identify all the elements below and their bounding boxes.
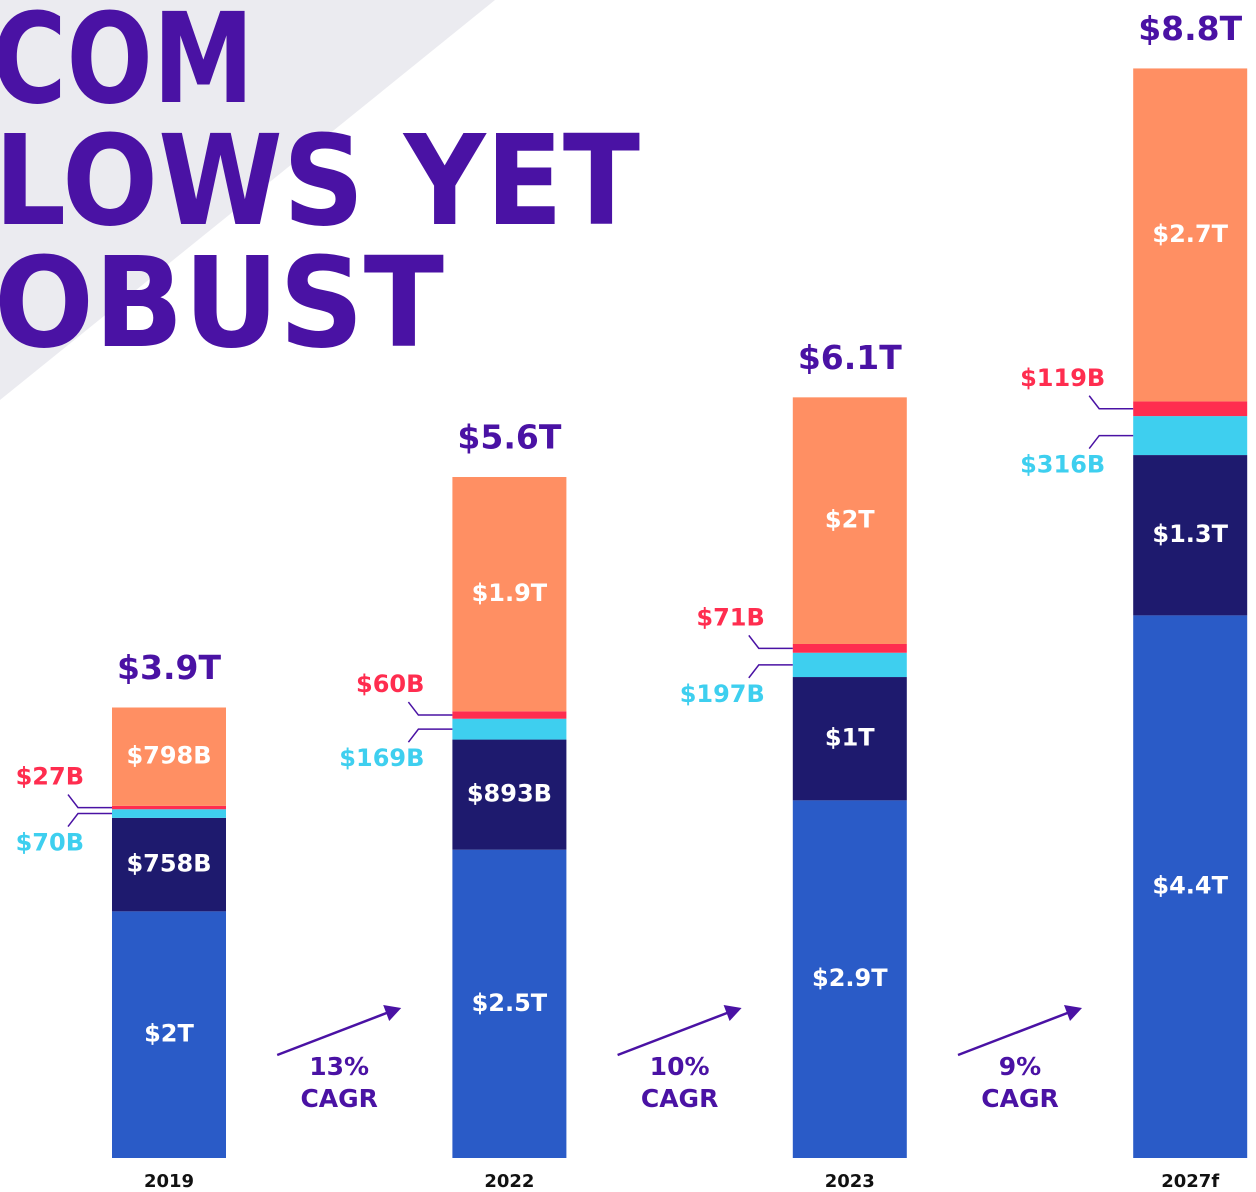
segment-label: $798B — [126, 742, 211, 770]
bar-segment — [452, 711, 567, 719]
segment-label: $70B — [16, 829, 84, 857]
x-tick-label: 2027f — [1161, 1171, 1219, 1192]
background-shape — [0, 0, 495, 400]
bar-segment — [1133, 615, 1248, 1158]
bar-segment — [452, 849, 567, 1158]
total-label: $5.6T — [457, 418, 561, 457]
segment-label: $2.7T — [1152, 220, 1228, 248]
cagr-label: 10% — [650, 1052, 710, 1081]
segment-label: $893B — [467, 780, 552, 808]
cagr-arrow — [617, 1010, 731, 1057]
bar-segment — [792, 800, 907, 1158]
bar-segment — [792, 677, 907, 801]
segment-label: $119B — [1020, 364, 1105, 392]
leader-line — [748, 664, 793, 679]
leader-line — [1088, 434, 1134, 450]
segment-label: $60B — [356, 670, 424, 698]
total-label: $3.9T — [117, 648, 221, 687]
segment-label: $71B — [696, 603, 764, 631]
segment-label: $27B — [16, 763, 84, 791]
bar-segment — [452, 739, 567, 850]
leader-line — [1088, 395, 1134, 410]
segment-label: $197B — [680, 680, 765, 708]
bar-segment — [1133, 455, 1248, 616]
bar-segment — [1133, 68, 1248, 402]
title-line: OBUST — [0, 231, 444, 376]
cagr-label: 13% — [309, 1052, 369, 1081]
cagr-label: 9% — [999, 1052, 1041, 1081]
bar-segment — [792, 643, 907, 653]
cagr-arrow — [957, 1010, 1071, 1057]
leader-line — [67, 794, 112, 809]
leader-line — [748, 634, 793, 650]
cagr-arrow-head — [723, 1005, 742, 1021]
bar-segment — [112, 805, 226, 810]
x-tick-label: 2019 — [144, 1171, 194, 1192]
cagr-label: CAGR — [300, 1084, 377, 1113]
bar-segment — [112, 707, 226, 806]
segment-label: $1T — [825, 724, 875, 752]
leader-line — [407, 701, 453, 716]
segment-label: $2T — [825, 506, 875, 534]
title-line: COM — [0, 0, 254, 132]
cagr-label: CAGR — [641, 1084, 718, 1113]
title-line: LOWS YET — [0, 109, 640, 254]
bar-segment — [452, 477, 567, 712]
cagr-arrow-head — [1064, 1005, 1082, 1021]
total-label: $6.1T — [798, 338, 902, 377]
bar-segment — [112, 817, 226, 912]
leader-line — [407, 728, 453, 743]
segment-label: $4.4T — [1152, 872, 1228, 900]
segment-label: $2.9T — [812, 964, 888, 992]
segment-label: $758B — [126, 850, 211, 878]
segment-label: $316B — [1020, 451, 1105, 479]
segment-label: $2T — [144, 1020, 194, 1048]
total-label: $8.8T — [1138, 9, 1242, 48]
cagr-arrow — [276, 1010, 390, 1057]
cagr-arrow-head — [383, 1005, 402, 1021]
x-tick-label: 2023 — [825, 1171, 875, 1192]
bar-segment — [452, 718, 567, 740]
bar-segment — [1133, 401, 1248, 417]
cagr-label: CAGR — [981, 1084, 1058, 1113]
bar-segment — [1133, 416, 1248, 456]
bar-segment — [112, 911, 226, 1158]
segment-label: $1.9T — [472, 579, 548, 607]
x-tick-label: 2022 — [484, 1171, 534, 1192]
bar-segment — [792, 652, 907, 678]
leader-line — [67, 812, 112, 828]
segment-label: $2.5T — [472, 989, 548, 1017]
bar-segment — [792, 397, 907, 644]
bar-segment — [112, 809, 226, 818]
segment-label: $169B — [339, 744, 424, 772]
segment-label: $1.3T — [1152, 520, 1228, 548]
title: COM LOWS YET OBUST — [0, 0, 640, 376]
